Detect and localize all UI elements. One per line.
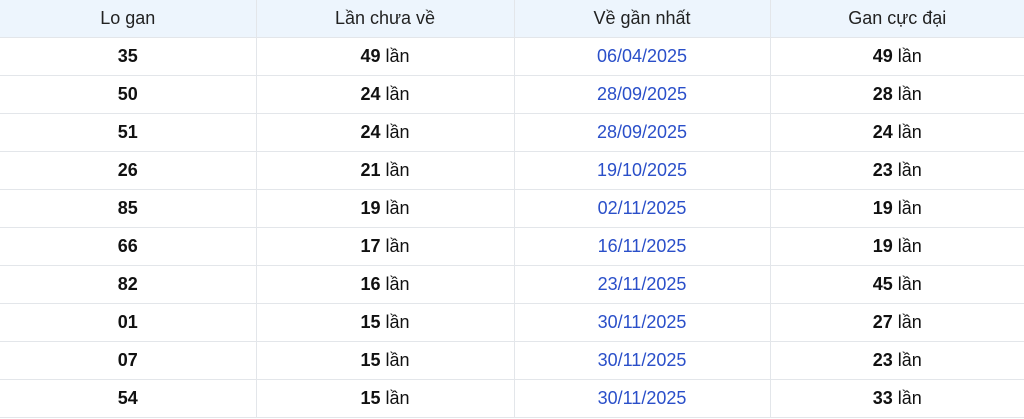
ve-gan-nhat-date: 30/11/2025: [513, 303, 771, 342]
lo-number: 66: [0, 227, 257, 266]
ve-gan-nhat-date: 28/09/2025: [513, 75, 771, 114]
unit-label: lần: [897, 46, 922, 66]
lan-chua-ve-cell: 17 lần: [255, 227, 515, 266]
unit-label: lần: [385, 84, 410, 104]
gan-cuc-dai-cell: 27 lần: [769, 303, 1024, 342]
unit-label: lần: [897, 312, 922, 332]
lan-chua-ve-cell: 24 lần: [255, 113, 515, 152]
header-gan-cuc-dai: Gan cực đại: [769, 0, 1024, 38]
gan-cuc-dai-cell: 24 lần: [769, 113, 1024, 152]
unit-label: lần: [385, 388, 410, 408]
unit-label: lần: [385, 122, 410, 142]
ve-gan-nhat-date: 16/11/2025: [513, 227, 771, 266]
unit-label: lần: [897, 236, 922, 256]
unit-label: lần: [897, 388, 922, 408]
ve-gan-nhat-date: 19/10/2025: [513, 151, 771, 190]
table-row: 51 24 lần 28/09/2025 24 lần: [0, 113, 1024, 152]
lan-chua-ve-value: 16: [360, 274, 381, 294]
table-row: 35 49 lần 06/04/2025 49 lần: [0, 37, 1024, 76]
table-row: 07 15 lần 30/11/2025 23 lần: [0, 341, 1024, 380]
gan-cuc-dai-value: 28: [872, 84, 893, 104]
ve-gan-nhat-date: 06/04/2025: [513, 37, 771, 76]
unit-label: lần: [385, 274, 410, 294]
table-row: 50 24 lần 28/09/2025 28 lần: [0, 75, 1024, 114]
gan-cuc-dai-cell: 49 lần: [769, 37, 1024, 76]
ve-gan-nhat-date: 28/09/2025: [513, 113, 771, 152]
table-row: 54 15 lần 30/11/2025 33 lần: [0, 379, 1024, 418]
table-row: 26 21 lần 19/10/2025 23 lần: [0, 151, 1024, 190]
lan-chua-ve-value: 19: [360, 198, 381, 218]
gan-cuc-dai-value: 19: [872, 236, 893, 256]
table-row: 66 17 lần 16/11/2025 19 lần: [0, 227, 1024, 266]
gan-cuc-dai-value: 24: [872, 122, 893, 142]
unit-label: lần: [897, 198, 922, 218]
unit-label: lần: [897, 350, 922, 370]
gan-cuc-dai-value: 23: [872, 350, 893, 370]
unit-label: lần: [385, 236, 410, 256]
gan-cuc-dai-cell: 19 lần: [769, 189, 1024, 228]
lan-chua-ve-cell: 15 lần: [255, 303, 515, 342]
gan-cuc-dai-cell: 45 lần: [769, 265, 1024, 304]
lan-chua-ve-value: 21: [360, 160, 381, 180]
lan-chua-ve-cell: 19 lần: [255, 189, 515, 228]
lan-chua-ve-value: 49: [360, 46, 381, 66]
header-ve-gan-nhat: Về gần nhất: [513, 0, 771, 38]
ve-gan-nhat-date: 23/11/2025: [513, 265, 771, 304]
lo-number: 01: [0, 303, 257, 342]
lo-number: 85: [0, 189, 257, 228]
lan-chua-ve-value: 15: [360, 350, 381, 370]
unit-label: lần: [897, 160, 922, 180]
lan-chua-ve-cell: 16 lần: [255, 265, 515, 304]
lo-number: 82: [0, 265, 257, 304]
lan-chua-ve-value: 15: [360, 388, 381, 408]
lan-chua-ve-value: 17: [360, 236, 381, 256]
lan-chua-ve-cell: 24 lần: [255, 75, 515, 114]
unit-label: lần: [897, 122, 922, 142]
lan-chua-ve-value: 24: [360, 84, 381, 104]
gan-cuc-dai-value: 23: [872, 160, 893, 180]
ve-gan-nhat-date: 30/11/2025: [513, 379, 771, 418]
lan-chua-ve-cell: 15 lần: [255, 379, 515, 418]
unit-label: lần: [385, 312, 410, 332]
lo-number: 26: [0, 151, 257, 190]
lan-chua-ve-value: 24: [360, 122, 381, 142]
gan-cuc-dai-value: 33: [872, 388, 893, 408]
table-row: 82 16 lần 23/11/2025 45 lần: [0, 265, 1024, 304]
lo-number: 07: [0, 341, 257, 380]
gan-cuc-dai-cell: 33 lần: [769, 379, 1024, 418]
header-lan-chua-ve: Lần chưa về: [255, 0, 515, 38]
lan-chua-ve-cell: 21 lần: [255, 151, 515, 190]
lo-number: 50: [0, 75, 257, 114]
table-row: 85 19 lần 02/11/2025 19 lần: [0, 189, 1024, 228]
gan-cuc-dai-cell: 23 lần: [769, 151, 1024, 190]
gan-cuc-dai-cell: 28 lần: [769, 75, 1024, 114]
unit-label: lần: [897, 274, 922, 294]
lo-number: 54: [0, 379, 257, 418]
gan-cuc-dai-cell: 19 lần: [769, 227, 1024, 266]
lo-number: 35: [0, 37, 257, 76]
lan-chua-ve-cell: 15 lần: [255, 341, 515, 380]
unit-label: lần: [385, 350, 410, 370]
ve-gan-nhat-date: 30/11/2025: [513, 341, 771, 380]
lan-chua-ve-cell: 49 lần: [255, 37, 515, 76]
header-lo-gan: Lo gan: [0, 0, 257, 38]
lo-number: 51: [0, 113, 257, 152]
header-row: Lo gan Lần chưa về Về gần nhất Gan cực đ…: [0, 0, 1024, 38]
ve-gan-nhat-date: 02/11/2025: [513, 189, 771, 228]
gan-cuc-dai-value: 27: [872, 312, 893, 332]
unit-label: lần: [385, 46, 410, 66]
unit-label: lần: [385, 198, 410, 218]
gan-cuc-dai-value: 19: [872, 198, 893, 218]
lan-chua-ve-value: 15: [360, 312, 381, 332]
gan-cuc-dai-value: 45: [872, 274, 893, 294]
unit-label: lần: [385, 160, 410, 180]
gan-cuc-dai-value: 49: [872, 46, 893, 66]
unit-label: lần: [897, 84, 922, 104]
gan-cuc-dai-cell: 23 lần: [769, 341, 1024, 380]
table-row: 01 15 lần 30/11/2025 27 lần: [0, 303, 1024, 342]
